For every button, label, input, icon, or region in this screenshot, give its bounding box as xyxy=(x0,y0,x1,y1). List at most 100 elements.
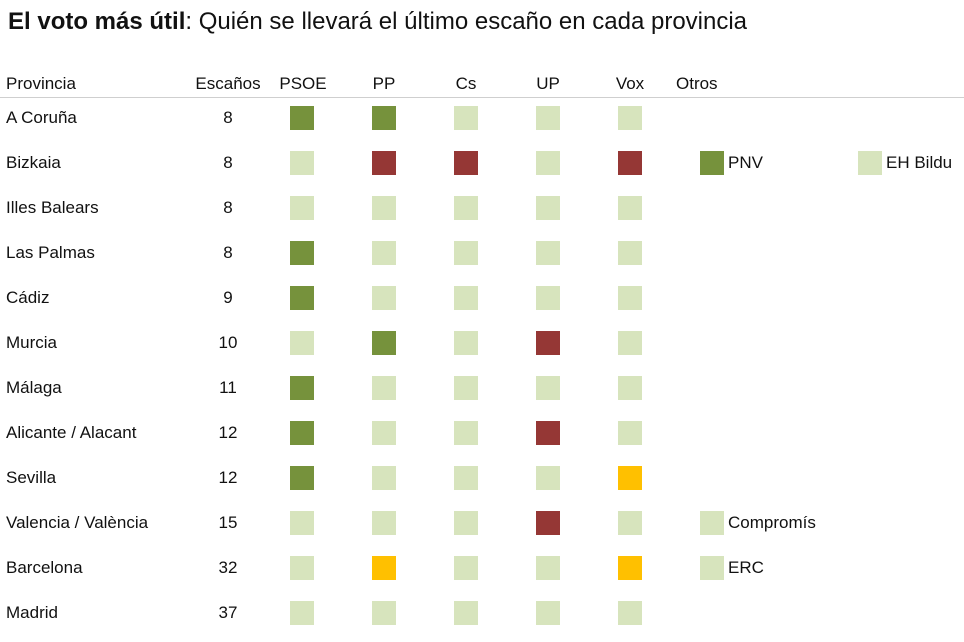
column-header-5: UP xyxy=(536,74,560,93)
status-square-psoe xyxy=(290,466,314,490)
status-square-vox xyxy=(618,601,642,625)
status-square-cs xyxy=(454,241,478,265)
status-square-cs xyxy=(454,286,478,310)
status-square-cs xyxy=(454,196,478,220)
status-square-up xyxy=(536,106,560,130)
row-provincia-label: Illes Balears xyxy=(6,198,99,217)
status-square-pp xyxy=(372,556,396,580)
row-provincia-label: Las Palmas xyxy=(6,243,95,262)
column-header-4: Cs xyxy=(455,74,477,93)
column-header-1: Escaños xyxy=(195,74,261,93)
status-square-psoe xyxy=(290,376,314,400)
status-square-vox xyxy=(618,331,642,355)
status-square-vox xyxy=(618,421,642,445)
status-square-vox xyxy=(618,106,642,130)
status-square-pp xyxy=(372,601,396,625)
status-square-up xyxy=(536,331,560,355)
row-provincia-label: A Coruña xyxy=(6,108,77,127)
row-provincia-label: Murcia xyxy=(6,333,58,352)
status-square-cs xyxy=(454,151,478,175)
status-square-cs xyxy=(454,466,478,490)
status-square-up xyxy=(536,241,560,265)
status-square-up xyxy=(536,511,560,535)
column-header-7: Otros xyxy=(676,74,718,93)
row-escanos-value: 10 xyxy=(218,333,238,352)
row-escanos-value: 8 xyxy=(223,243,233,262)
row-provincia-label: Valencia / València xyxy=(6,513,149,532)
otros-party-label: ERC xyxy=(728,558,764,577)
status-square-vox xyxy=(618,466,642,490)
status-square-psoe xyxy=(290,196,314,220)
status-square-cs xyxy=(454,556,478,580)
chart-title-rest: : Quién se llevará el último escaño en c… xyxy=(185,8,748,35)
status-square-pp xyxy=(372,421,396,445)
status-square-psoe xyxy=(290,286,314,310)
status-square-psoe xyxy=(290,151,314,175)
status-square-pp xyxy=(372,466,396,490)
row-escanos-value: 11 xyxy=(219,378,237,397)
status-square-vox xyxy=(618,511,642,535)
status-square-otros xyxy=(700,151,724,175)
status-square-up xyxy=(536,601,560,625)
status-square-cs xyxy=(454,511,478,535)
row-escanos-value: 8 xyxy=(223,198,233,217)
status-square-cs xyxy=(454,376,478,400)
status-square-psoe xyxy=(290,511,314,535)
chart-title: El voto más útil: Quién se llevará el úl… xyxy=(8,6,747,38)
otros-party-label: Compromís xyxy=(728,513,816,532)
chart-title-bold: El voto más útil xyxy=(8,8,186,35)
status-square-vox xyxy=(618,556,642,580)
row-provincia-label: Málaga xyxy=(6,378,62,397)
status-square-up xyxy=(536,556,560,580)
row-escanos-value: 8 xyxy=(223,153,233,172)
status-square-pp xyxy=(372,241,396,265)
column-header-0: Provincia xyxy=(6,74,76,93)
status-square-up xyxy=(536,466,560,490)
status-square-vox xyxy=(618,151,642,175)
status-square-otros xyxy=(858,151,882,175)
row-escanos-value: 12 xyxy=(218,468,238,487)
status-square-vox xyxy=(618,241,642,265)
otros-party-label: EH Bildu xyxy=(886,153,953,172)
status-square-otros xyxy=(700,511,724,535)
status-square-up xyxy=(536,376,560,400)
status-square-vox xyxy=(618,286,642,310)
row-escanos-value: 37 xyxy=(218,603,238,622)
row-provincia-label: Barcelona xyxy=(6,558,83,577)
status-square-up xyxy=(536,286,560,310)
status-square-psoe xyxy=(290,556,314,580)
status-square-cs xyxy=(454,421,478,445)
status-square-psoe xyxy=(290,241,314,265)
status-square-pp xyxy=(372,286,396,310)
status-square-psoe xyxy=(290,421,314,445)
status-square-pp xyxy=(372,511,396,535)
status-square-cs xyxy=(454,106,478,130)
row-provincia-label: Bizkaia xyxy=(6,153,61,172)
row-escanos-value: 8 xyxy=(223,108,233,127)
status-square-up xyxy=(536,151,560,175)
row-provincia-label: Alicante / Alacant xyxy=(6,423,137,442)
status-square-otros xyxy=(700,556,724,580)
column-header-2: PSOE xyxy=(279,74,327,93)
row-escanos-value: 9 xyxy=(223,288,233,307)
status-square-pp xyxy=(372,106,396,130)
status-square-pp xyxy=(372,151,396,175)
status-square-pp xyxy=(372,331,396,355)
column-header-3: PP xyxy=(372,74,396,93)
row-provincia-label: Cádiz xyxy=(6,288,50,307)
status-square-psoe xyxy=(290,601,314,625)
status-square-psoe xyxy=(290,331,314,355)
row-provincia-label: Madrid xyxy=(6,603,58,622)
status-square-vox xyxy=(618,196,642,220)
row-escanos-value: 12 xyxy=(218,423,238,442)
status-square-cs xyxy=(454,331,478,355)
status-square-psoe xyxy=(290,106,314,130)
header-divider xyxy=(0,97,964,98)
row-escanos-value: 15 xyxy=(218,513,238,532)
status-square-vox xyxy=(618,376,642,400)
row-provincia-label: Sevilla xyxy=(6,468,57,487)
status-square-pp xyxy=(372,376,396,400)
status-square-up xyxy=(536,421,560,445)
status-square-pp xyxy=(372,196,396,220)
column-header-6: Vox xyxy=(615,74,645,93)
